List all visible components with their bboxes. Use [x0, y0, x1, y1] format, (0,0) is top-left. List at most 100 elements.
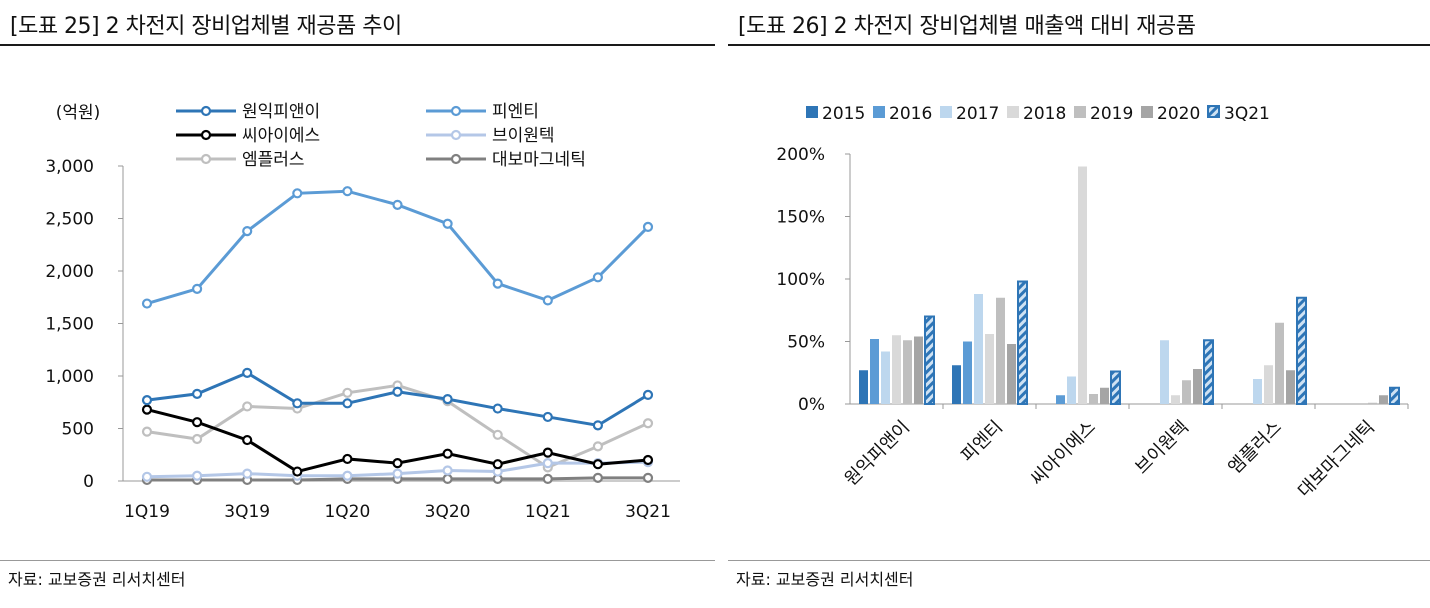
data-point [542, 411, 553, 423]
data-point [592, 272, 604, 283]
right-chart-panel: [도표 26] 2 차전지 장비업체별 매출액 대비 재공품 200% 150% 1… [728, 0, 1430, 608]
y-tick-label: 100% [776, 270, 825, 290]
legend-swatch [873, 106, 885, 118]
bar-2019 [996, 297, 1005, 404]
y-tick-label: 3,000 [45, 157, 94, 177]
series-line [146, 383, 649, 470]
legend-item: 3Q21 [1207, 104, 1270, 124]
legend-item: 2015 [806, 104, 865, 124]
left-title-rule [0, 44, 715, 46]
data-point [342, 387, 353, 398]
data-point [342, 470, 353, 481]
y-tick-label: 2,500 [45, 210, 94, 230]
bar-2018 [1078, 166, 1087, 404]
data-point [192, 283, 203, 294]
data-point [292, 466, 303, 477]
bar-3Q21 [1296, 296, 1307, 405]
bar-2020 [1193, 369, 1202, 404]
data-point [642, 454, 654, 466]
legend: 2015 2016 2017 2018 2019 2020 3Q21 [806, 104, 1270, 124]
bar-2018 [892, 335, 901, 404]
data-point [442, 473, 453, 484]
legend-swatch-marker [450, 129, 462, 141]
bar-2020 [1286, 370, 1295, 404]
right-title-rule [728, 44, 1430, 46]
data-point [392, 468, 403, 479]
right-source-rule [728, 560, 1430, 561]
data-point [342, 186, 353, 197]
x-tick-label: 3Q19 [224, 502, 270, 522]
bar-chart: 200% 150% 100% 50% 0% 원익피앤이 피엔티 씨아이에스 브이원텍 엠플러스 대보… [776, 104, 1409, 502]
legend-swatch-marker [450, 153, 462, 165]
data-point [592, 420, 604, 431]
data-point [192, 388, 203, 399]
left-chart-title: [도표 25] 2 차전지 장비업체별 재공품 추이 [10, 14, 402, 39]
legend-swatch [1207, 105, 1220, 118]
bar-2018 [1171, 395, 1180, 404]
data-point [141, 298, 153, 309]
bar-2017 [881, 351, 890, 404]
bar-2020 [914, 336, 923, 404]
data-point [442, 448, 453, 459]
y-tick-label: 2,000 [45, 262, 94, 282]
x-tick-label: 1Q20 [324, 502, 370, 522]
data-point [542, 458, 553, 469]
data-point [192, 433, 203, 445]
bar-3Q21 [1203, 339, 1214, 405]
legend-label: 3Q21 [1224, 104, 1270, 124]
legend-label: 브이원텍 [492, 126, 555, 146]
y-tick-label: 0 [83, 472, 94, 492]
x-category-label: 원익피앤이 [841, 417, 914, 490]
legend-label: 2015 [822, 104, 865, 124]
x-tick-label: 3Q21 [625, 502, 671, 522]
data-point [492, 429, 503, 440]
legend-item: 씨아이에스 [176, 126, 320, 146]
bar-2017 [1067, 376, 1076, 404]
category-group-피엔티 [952, 280, 1028, 405]
bar-2019 [1368, 402, 1377, 404]
data-point [242, 468, 253, 479]
bar-2015 [952, 365, 961, 404]
bar-2020 [1100, 387, 1109, 404]
legend-item: 2018 [1007, 104, 1066, 124]
x-tick-label: 1Q21 [525, 502, 571, 522]
x-tick-label: 1Q19 [124, 502, 170, 522]
y-tick-label: 0% [798, 395, 825, 415]
legend-item: 2016 [873, 104, 932, 124]
bar-2019 [1089, 394, 1098, 404]
data-point [141, 404, 153, 415]
data-point [542, 447, 553, 458]
data-point [192, 470, 203, 481]
legend-item: 대보마그네틱 [426, 150, 586, 170]
data-point [442, 218, 453, 229]
data-point [141, 471, 153, 482]
data-point [492, 278, 503, 289]
y-tick-label: 200% [776, 145, 825, 165]
x-category-label: 브이원텍 [1131, 417, 1193, 479]
left-chart-panel: [도표 25] 2 차전지 장비업체별 재공품 추이 (억원) 3,000 2,50… [0, 14, 715, 589]
legend-swatch [1141, 106, 1153, 118]
bar-2015 [859, 370, 868, 404]
data-point [642, 472, 654, 483]
bar-3Q21 [1017, 280, 1028, 405]
y-tick-label: 150% [776, 208, 825, 228]
data-point [592, 459, 604, 470]
legend-label: 씨아이에스 [242, 126, 320, 146]
bar-2020 [1007, 344, 1016, 404]
bar-2019 [903, 340, 912, 404]
legend-label: 2016 [889, 104, 932, 124]
data-point [342, 453, 353, 465]
category-group-대보마그네틱 [1368, 386, 1400, 405]
data-point [492, 459, 503, 470]
data-point [592, 441, 604, 452]
legend-item: 2017 [940, 104, 999, 124]
y-unit-label: (억원) [56, 103, 101, 123]
x-tick-label: 3Q20 [425, 502, 471, 522]
data-point [242, 401, 253, 412]
legend-item: 피엔티 [426, 102, 539, 122]
y-tick-label: 1,000 [45, 367, 94, 387]
category-group-엠플러스 [1253, 296, 1307, 405]
data-point [242, 367, 253, 378]
series-원익피앤이 [141, 367, 654, 431]
data-point [392, 199, 403, 210]
